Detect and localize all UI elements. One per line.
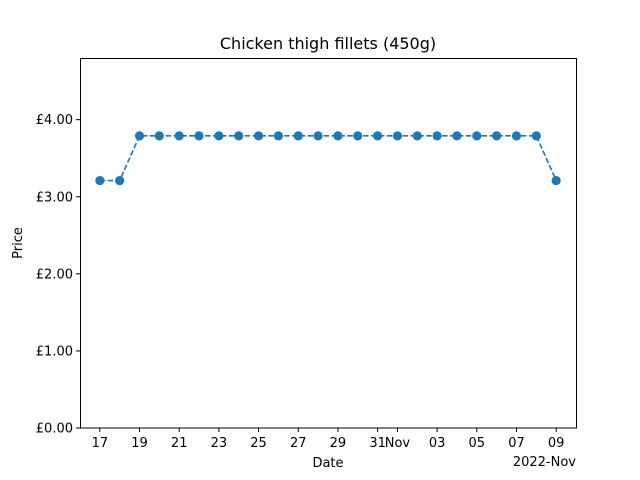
data-point bbox=[134, 131, 145, 141]
data-point bbox=[154, 131, 164, 141]
data-point bbox=[511, 131, 522, 141]
x-tick-label: 23 bbox=[211, 436, 228, 451]
x-tick-label: 19 bbox=[131, 436, 148, 451]
x-tick-label: 05 bbox=[469, 436, 486, 451]
x-tick-label: 03 bbox=[429, 436, 446, 451]
series-points bbox=[95, 131, 561, 186]
y-tick-label: £4.00 bbox=[36, 113, 73, 128]
data-point bbox=[432, 131, 442, 141]
x-tick-label: 27 bbox=[290, 436, 307, 451]
chart-title: Chicken thigh fillets (450g) bbox=[220, 34, 436, 53]
data-point bbox=[234, 131, 244, 141]
data-point bbox=[412, 131, 422, 141]
series-line bbox=[99, 135, 557, 182]
plot-area bbox=[80, 58, 577, 429]
y-tick-label: £1.00 bbox=[36, 344, 73, 359]
data-point bbox=[373, 131, 383, 141]
data-point bbox=[194, 131, 204, 141]
x-tick-label: 21 bbox=[171, 436, 188, 451]
x-tick-label: 31 bbox=[369, 436, 386, 451]
data-point bbox=[115, 175, 125, 186]
x-axis-offset-label: 2022-Nov bbox=[513, 455, 576, 470]
y-tick-label: £2.00 bbox=[36, 267, 73, 282]
data-point bbox=[492, 131, 502, 141]
data-point bbox=[531, 131, 541, 141]
data-point bbox=[95, 175, 105, 186]
data-point bbox=[174, 131, 184, 141]
data-point bbox=[273, 131, 283, 141]
data-point bbox=[353, 131, 363, 141]
y-tick-label: £0.00 bbox=[36, 422, 73, 437]
x-tick-label: Nov bbox=[385, 436, 411, 451]
data-point bbox=[472, 131, 482, 141]
y-axis-label: Price bbox=[11, 227, 26, 259]
y-tick-label: £3.00 bbox=[36, 190, 73, 205]
x-axis-label: Date bbox=[312, 456, 343, 471]
data-point bbox=[392, 131, 403, 141]
x-tick-label: 09 bbox=[548, 436, 565, 451]
y-axis: £0.00 £1.00 £2.00 £3.00 £4.00 bbox=[36, 113, 80, 437]
data-point bbox=[452, 131, 462, 141]
x-tick-label: 07 bbox=[508, 436, 525, 451]
data-point bbox=[214, 131, 224, 141]
data-point bbox=[551, 175, 561, 186]
data-point bbox=[253, 131, 264, 141]
x-tick-label: 17 bbox=[92, 436, 109, 451]
x-tick-label: 25 bbox=[250, 436, 267, 451]
data-point bbox=[313, 131, 323, 141]
data-point bbox=[333, 131, 343, 141]
x-tick-label: 29 bbox=[330, 436, 347, 451]
data-point bbox=[293, 131, 303, 141]
